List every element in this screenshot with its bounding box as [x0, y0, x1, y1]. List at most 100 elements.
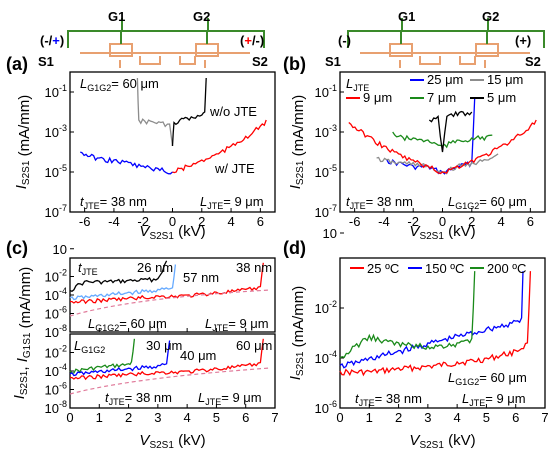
x-tick-label: -2 [137, 214, 149, 229]
y-tick-label: 10-6 [45, 381, 67, 398]
legend-label: 5 μm [487, 90, 516, 105]
legend-label: 15 μm [487, 72, 523, 87]
x-tick-label: -6 [349, 214, 361, 229]
x-tick-label: -6 [79, 214, 91, 229]
g2-label: G2 [193, 9, 210, 24]
panel-a: -6 -4 -2 0 2 4 6 10-7 10-5 10-3 10-1 (a) LG1G2= 60 μ… [6, 54, 276, 242]
x-tick-label: -2 [407, 214, 419, 229]
x-tick-label: 5 [483, 410, 490, 425]
legend-label: 200 ºC [487, 261, 526, 276]
g1-label: G1 [108, 9, 125, 24]
bottom-label: 40 μm [180, 348, 216, 363]
series-line-150--C [339, 271, 524, 369]
ljte-annotation: LJTE= 9 μm [200, 194, 264, 211]
series-line-40--m [69, 340, 171, 377]
y-tick-label: 10-7 [45, 203, 67, 220]
x-tick-label: 0 [66, 410, 73, 425]
x-tick-label: 0 [169, 214, 176, 229]
panel-c-label: (c) [6, 238, 28, 258]
series-line-200--C [339, 271, 476, 359]
y-tick-label: 10-7 [315, 203, 337, 220]
x-tick-label: 7 [541, 410, 548, 425]
left-polarity: (-/+) [40, 33, 64, 48]
y-tick-label: 10-2 [45, 268, 67, 285]
series-line-25--C [339, 271, 532, 377]
lg-annotation: LG1G2= 60 μm [88, 316, 167, 333]
y-axis-label: IS2S1 (mA/mm) [13, 95, 33, 189]
tjte-annotation: tJTE= 38 nm [346, 194, 413, 211]
x-tick-label: 1 [96, 410, 103, 425]
y-tick-label: 10-6 [315, 399, 337, 416]
y-axis-label: IS2S1, IG1S1 (mA/mm) [11, 267, 34, 400]
bottom-label: 60 μm [236, 338, 272, 353]
y-tick-label: 10-2 [45, 344, 67, 361]
x-axis-label: VS2S1 (kV) [139, 223, 205, 242]
series-line-26-nm [69, 260, 168, 293]
y-tick-label: 10-5 [45, 163, 67, 180]
series-line-w-o-JTE [171, 77, 207, 147]
panel-d: 0 1 2 3 4 5 6 7 10-6 10-4 10-2 10 (d) 25 ºC 150 ºC 200 … [283, 226, 549, 451]
y-tick-label: 10 [323, 226, 337, 241]
series-line-7--m [392, 131, 493, 149]
legend-title: LJTE [346, 76, 369, 93]
y-tick-label: 10-6 [45, 305, 67, 322]
x-tick-label: 0 [439, 214, 446, 229]
series-line-60--m [69, 338, 264, 381]
y-tick-label: 10-1 [45, 83, 67, 100]
panel-d-frame [339, 257, 546, 409]
panel-a-label: (a) [6, 54, 28, 74]
left-polarity-right: (-) [338, 33, 351, 48]
legend-label: 150 ºC [425, 261, 464, 276]
lg-annotation: LG1G2= 60 μm [448, 194, 527, 211]
y-tick-label: 10 [53, 242, 67, 257]
series-line-15--m [376, 153, 499, 175]
lg-annotation: LG1G2= 60 μm [80, 76, 159, 93]
x-tick-label: 1 [366, 410, 373, 425]
x-tick-label: 0 [336, 410, 343, 425]
ljte-annotation: LJTE= 9 μm [198, 390, 262, 407]
y-tick-label: 10-3 [315, 123, 337, 140]
s1-label: S1 [38, 54, 54, 69]
y-axis-label: IS2S1 (mA/mm) [287, 95, 307, 189]
x-axis-label: VS2S1 (kV) [409, 223, 475, 242]
x-tick-label: 7 [271, 410, 278, 425]
y-axis-label: IS2S1 (mA/mm) [287, 286, 307, 380]
legend-label: 25 μm [427, 72, 463, 87]
schematic-right: G1 G2 S1 S2 (-) (+) [325, 9, 545, 69]
x-tick-label: 3 [154, 410, 161, 425]
bottom-title: LG1G2 [74, 338, 105, 355]
x-tick-label: 6 [242, 410, 249, 425]
x-tick-label: 2 [395, 410, 402, 425]
top-title: tJTE [78, 260, 98, 277]
x-tick-label: 4 [184, 410, 191, 425]
s1-label-right: S1 [325, 54, 341, 69]
right-polarity-right: (+) [515, 33, 531, 48]
ljte-annotation: LJTE= 9 μm [462, 391, 526, 408]
top-label: 26 nm [137, 260, 173, 275]
series-line-w-o-JTE [136, 77, 174, 147]
gate-leakage-bottom [69, 367, 271, 395]
x-axis-label: VS2S1 (kV) [409, 432, 475, 451]
y-tick-label: 10-4 [45, 362, 67, 379]
right-polarity: (+/-) [240, 33, 264, 48]
x-tick-label: 5 [213, 410, 220, 425]
tjte-annotation: tJTE= 38 nm [80, 194, 147, 211]
x-tick-label: 6 [257, 214, 264, 229]
x-axis-label: VS2S1 (kV) [139, 432, 205, 451]
g1-label-right: G1 [398, 9, 415, 24]
x-tick-label: 3 [424, 410, 431, 425]
x-tick-label: -4 [108, 214, 120, 229]
g2-label-right: G2 [482, 9, 499, 24]
series-line-9--m [348, 119, 537, 175]
y-tick-label: 10-1 [315, 83, 337, 100]
w-jte-label: w/ JTE [214, 161, 255, 176]
series-line-w--JTE [172, 119, 267, 174]
series-line-30--m [69, 338, 136, 374]
x-tick-label: 4 [497, 214, 504, 229]
legend-label: 7 μm [427, 90, 456, 105]
top-label: 57 nm [183, 270, 219, 285]
y-tick-label: 10-8 [45, 399, 67, 416]
top-label: 38 nm [236, 260, 272, 275]
schematic-left: G1 G2 S1 S2 (-/+) (+/-) [38, 9, 268, 69]
